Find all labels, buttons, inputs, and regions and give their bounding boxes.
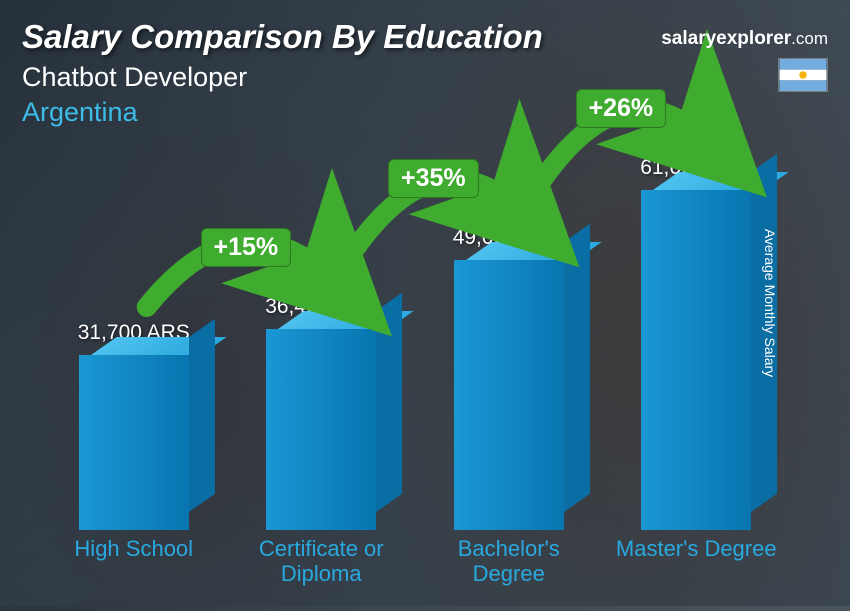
country-name: Argentina: [22, 97, 828, 128]
bar-side-face: [189, 319, 215, 512]
bar: [641, 190, 751, 530]
bar: [454, 260, 564, 530]
x-axis-label: Master's Degree: [614, 536, 779, 588]
bar-group: 49,000 ARS: [426, 226, 591, 530]
x-axis-label: Bachelor's Degree: [426, 536, 591, 588]
bars-container: 31,700 ARS 36,400 ARS 49,000 ARS 61,600 …: [40, 140, 790, 530]
bar-front-face: [79, 355, 189, 530]
brand-logo: salaryexplorer.com: [661, 28, 828, 50]
x-axis-label: Certificate or Diploma: [239, 536, 404, 588]
bar-group: 36,400 ARS: [239, 295, 404, 530]
bar-front-face: [641, 190, 751, 530]
brand-name: salaryexplorer: [661, 28, 791, 49]
bar-group: 61,600 ARS: [614, 156, 779, 530]
bar-side-face: [564, 224, 590, 512]
salary-bar-chart: 31,700 ARS 36,400 ARS 49,000 ARS 61,600 …: [40, 140, 790, 588]
bar-side-face: [376, 293, 402, 512]
bar-front-face: [266, 329, 376, 530]
brand-suffix: .com: [791, 29, 828, 48]
percent-increase-badge: +35%: [388, 159, 479, 198]
bar-group: 31,700 ARS: [51, 321, 216, 530]
x-labels-container: High School Certificate or Diploma Bachelo…: [40, 536, 790, 588]
x-axis-label: High School: [51, 536, 216, 588]
job-title: Chatbot Developer: [22, 62, 828, 93]
argentina-flag-icon: [778, 58, 828, 92]
bar-front-face: [454, 260, 564, 530]
bar: [79, 355, 189, 530]
y-axis-label: Average Monthly Salary: [762, 229, 778, 377]
percent-increase-badge: +15%: [201, 228, 292, 267]
bar: [266, 329, 376, 530]
